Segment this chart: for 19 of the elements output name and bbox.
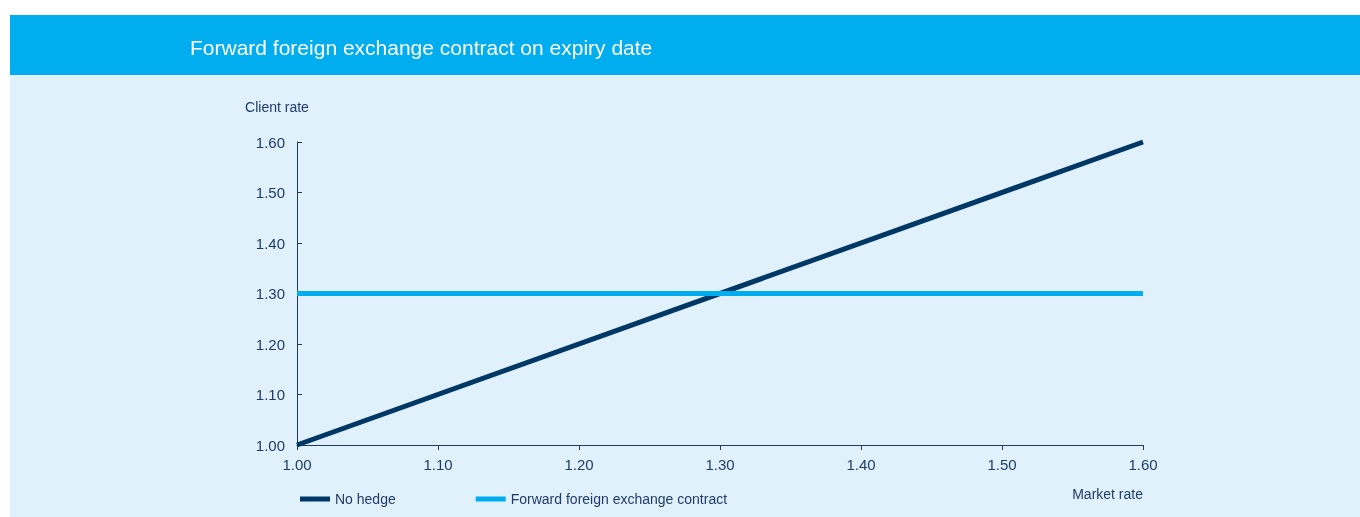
legend-label: Forward foreign exchange contract: [510, 491, 728, 507]
legend-label: No hedge: [335, 491, 396, 507]
x-tick-label: 1.30: [705, 456, 735, 473]
y-tick-label: 1.40: [255, 234, 285, 252]
x-tick-label: 1.20: [564, 456, 594, 473]
x-tick-label: 1.10: [423, 456, 453, 473]
y-tick-label: 1.50: [255, 184, 285, 201]
x-axis-title: Market rate: [1072, 486, 1144, 502]
x-tick-label: 1.00: [282, 456, 312, 473]
y-tick-label: 1.30: [255, 285, 285, 302]
y-tick-label: 1.60: [255, 133, 285, 151]
chart-title: Forward foreign exchange contract on expiry date: [10, 15, 1360, 75]
y-tick-label: 1.10: [255, 386, 285, 403]
y-tick-label: 1.00: [255, 436, 285, 454]
y-axis-title: Client rate: [245, 99, 310, 115]
x-tick-label: 1.60: [1128, 456, 1158, 473]
y-tick-label: 1.20: [255, 335, 285, 353]
x-tick-label: 1.40: [846, 456, 876, 473]
x-tick-label: 1.50: [987, 456, 1017, 473]
